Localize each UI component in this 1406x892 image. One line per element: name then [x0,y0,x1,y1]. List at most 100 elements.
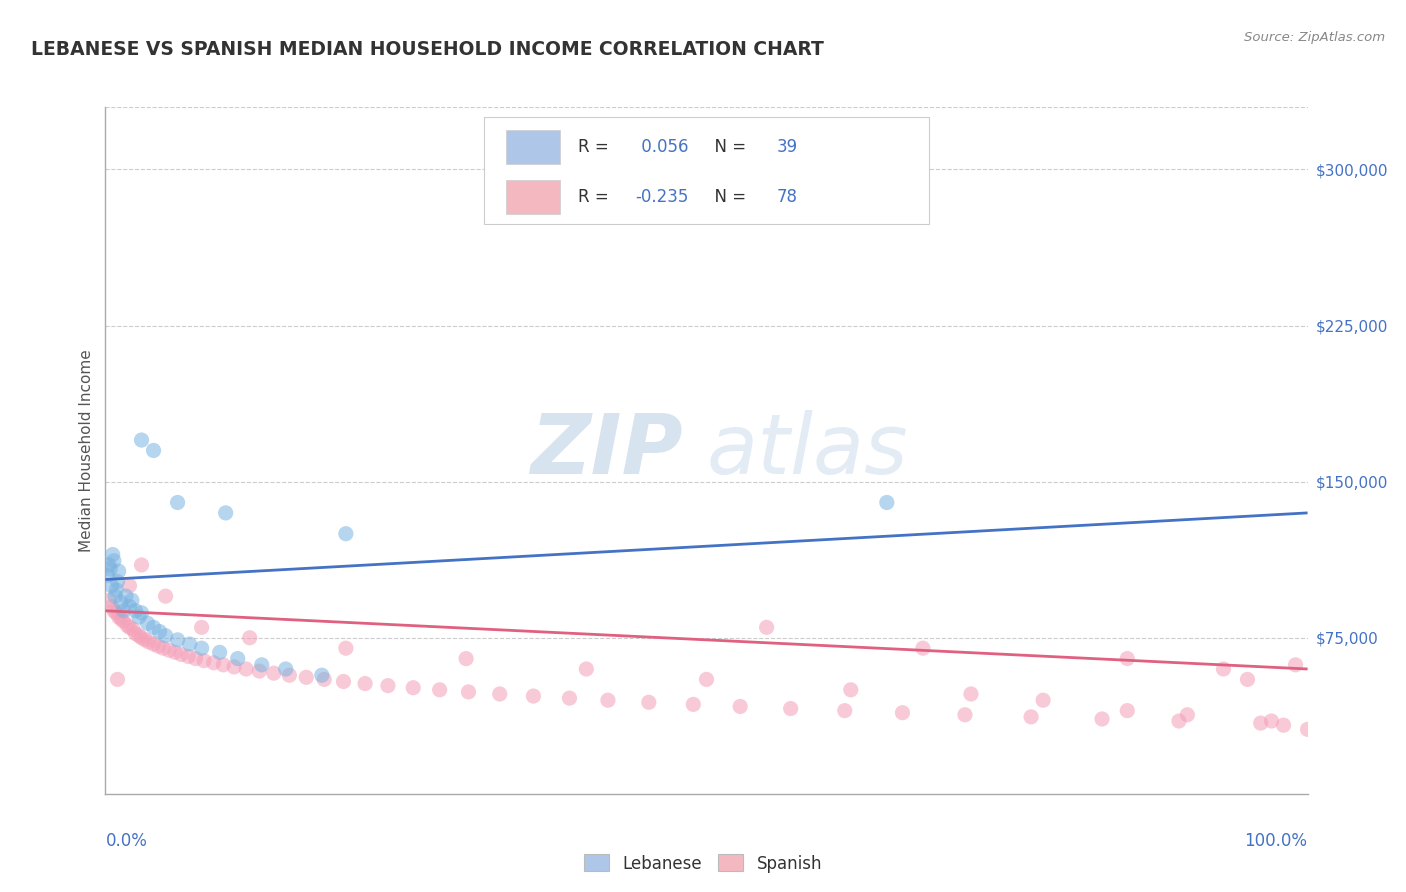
Point [148,624,170,639]
Point [354,676,377,690]
Point [682,698,704,712]
FancyBboxPatch shape [506,130,560,164]
Point [1272,718,1295,732]
Text: 0.0%: 0.0% [105,831,148,850]
Point [212,657,235,672]
Point [100,579,122,593]
Point [278,668,301,682]
Point [112,614,135,628]
Point [335,641,357,656]
Point [1116,651,1139,665]
Point [815,204,838,219]
Point [696,673,718,687]
Legend: Lebanese, Spanish: Lebanese, Spanish [576,847,830,880]
Point [263,666,285,681]
Point [953,707,976,722]
Point [250,657,273,672]
Point [118,579,141,593]
Point [960,687,983,701]
Point [97,568,120,582]
Point [755,620,778,634]
Point [101,548,124,562]
Point [112,604,135,618]
Point [148,639,170,653]
Point [107,574,129,589]
Point [1168,714,1191,728]
Point [457,685,479,699]
Text: 78: 78 [776,188,797,206]
Text: R =: R = [578,188,614,206]
Point [1236,673,1258,687]
Point [274,662,297,676]
Point [184,651,207,665]
Point [128,629,150,643]
Point [402,681,425,695]
Point [522,689,544,703]
Point [138,635,160,649]
Point [429,682,451,697]
Point [1260,714,1282,728]
Point [104,589,127,603]
Point [98,562,121,576]
Point [98,593,121,607]
Point [314,673,336,687]
Point [558,691,581,706]
FancyBboxPatch shape [484,118,929,224]
Text: Source: ZipAtlas.com: Source: ZipAtlas.com [1244,31,1385,45]
Point [165,645,187,659]
Point [103,604,125,618]
Point [152,641,174,656]
Point [208,645,231,659]
Point [728,699,751,714]
Point [226,651,249,665]
Point [118,599,141,614]
Point [142,620,165,634]
Point [332,674,354,689]
Point [1250,716,1272,731]
Point [166,632,188,647]
Point [488,687,510,701]
Text: 0.056: 0.056 [636,138,688,156]
Point [107,610,129,624]
Point [1032,693,1054,707]
Point [155,589,177,603]
Point [179,637,201,651]
Point [105,582,128,597]
Point [124,604,146,618]
Point [131,606,153,620]
Point [122,623,145,637]
Text: atlas: atlas [707,410,908,491]
Text: N =: N = [704,188,751,206]
Text: 39: 39 [776,138,797,156]
Point [214,506,236,520]
Point [142,443,165,458]
Point [131,433,153,447]
Point [335,526,357,541]
Point [247,664,270,678]
Point [110,595,132,609]
Point [134,632,156,647]
Point [131,631,153,645]
Text: LEBANESE VS SPANISH MEDIAN HOUSEHOLD INCOME CORRELATION CHART: LEBANESE VS SPANISH MEDIAN HOUSEHOLD INC… [31,40,824,59]
Point [107,673,129,687]
Point [115,589,138,603]
Point [239,631,262,645]
Point [377,679,399,693]
Point [1212,662,1234,676]
Point [202,656,225,670]
Text: N =: N = [704,138,751,156]
Point [105,606,128,620]
Point [222,660,245,674]
Point [128,610,150,624]
Point [575,662,598,676]
Text: R =: R = [578,138,614,156]
Point [115,618,138,632]
Point [166,495,188,509]
Point [596,693,619,707]
Point [142,637,165,651]
Point [852,200,875,214]
Point [177,649,200,664]
Point [911,641,934,656]
Y-axis label: Median Household Income: Median Household Income [79,349,94,552]
Point [1116,704,1139,718]
